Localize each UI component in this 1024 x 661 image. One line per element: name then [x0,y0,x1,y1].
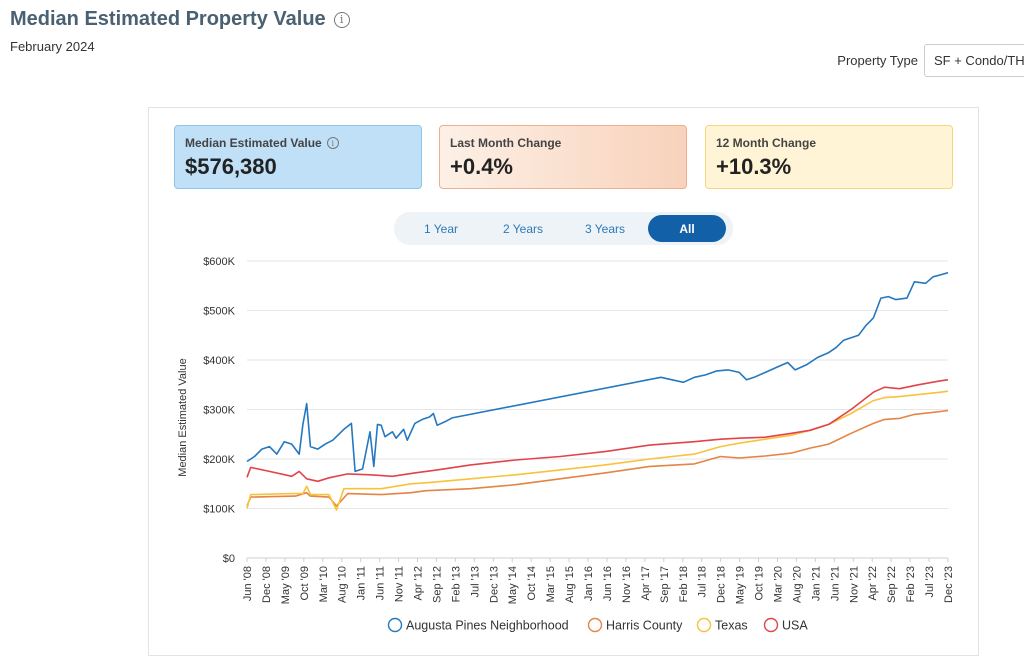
x-tick-label: May '19 [735,566,747,604]
x-tick-label: Jul '13 [469,566,481,597]
legend-label: Harris County [606,619,683,633]
y-tick-label: $200K [203,454,235,466]
x-tick-label: Aug '20 [791,566,803,603]
series-line-1 [246,271,949,473]
x-tick-label: Jul '23 [924,566,936,597]
x-tick-label: Mar '15 [545,566,557,602]
x-tick-label: Jun '11 [375,566,387,600]
median-value-label-text: Median Estimated Value [185,136,322,150]
twelve-month-change-value: +10.3% [716,154,792,179]
range-2-years-button[interactable]: 2 Years [502,221,544,236]
x-tick-label: Jul '18 [697,566,709,597]
x-tick-label: Apr '17 [640,566,652,601]
legend-marker [763,617,779,633]
median-value-card: Median Estimated Value i $576,380 [174,125,422,189]
x-tick-label: Jun '16 [602,566,614,601]
series-line-3 [246,390,949,511]
x-tick-label: Apr '22 [867,566,879,601]
x-tick-label: Jun '08 [242,566,254,601]
page-subtitle: February 2024 [10,39,95,54]
y-axis-title: Median Estimated Value [177,358,189,476]
x-tick-label: Nov '11 [394,566,406,602]
legend-marker [587,617,603,633]
twelve-month-change-label: 12 Month Change [716,136,817,150]
x-tick-label: Sep '22 [886,566,898,603]
x-tick-label: May '14 [507,566,519,604]
legend-label: Augusta Pines Neighborhood [406,619,569,633]
series-line-2 [246,409,949,507]
x-tick-label: Nov '21 [848,566,860,603]
y-tick-label: $600K [203,256,235,268]
legend-marker [696,617,712,633]
x-tick-label: Dec '08 [261,566,273,603]
x-tick-label: Feb '13 [450,566,462,602]
legend-label: Texas [715,619,748,633]
x-tick-label: Dec '23 [943,566,955,603]
range-toggle: 1 Year 2 Years 3 Years All [394,212,733,245]
x-tick-label: Oct '14 [526,566,538,601]
x-tick-label: Aug '15 [564,566,576,603]
page-title-text: Median Estimated Property Value [10,8,326,30]
x-tick-label: Oct '09 [299,566,311,601]
series-line-4 [246,379,949,483]
y-tick-label: $500K [203,306,235,318]
median-value-info-icon[interactable]: i [326,137,339,149]
property-type-select[interactable]: SF + Condo/TH [924,44,1024,77]
x-tick-label: Feb '23 [905,566,917,602]
x-tick-label: Sep '12 [431,566,443,603]
legend-label: USA [782,619,808,633]
x-tick-label: Apr '12 [413,566,425,601]
range-3-years-button[interactable]: 3 Years [584,221,626,236]
x-tick-label: May '09 [280,566,292,604]
legend-marker [387,617,403,633]
x-tick-label: Mar '20 [772,566,784,602]
range-all-button[interactable]: All [648,215,726,242]
x-tick-label: Mar '10 [318,566,330,602]
last-month-change-value: +0.4% [450,154,513,179]
page-title: Median Estimated Property Value i [10,8,350,31]
median-value-card-label: Median Estimated Value i [185,136,411,150]
x-tick-label: Dec '18 [716,566,728,603]
x-tick-label: Jan '21 [810,566,822,601]
y-tick-label: $0 [223,553,235,565]
x-tick-label: Feb '18 [678,566,690,602]
x-tick-label: Sep '17 [659,566,671,603]
x-tick-label: Dec '13 [488,566,500,603]
y-tick-label: $100K [203,504,235,516]
property-type-label: Property Type [837,53,918,68]
last-month-change-card: Last Month Change +0.4% [439,125,687,189]
y-tick-label: $300K [203,405,235,417]
x-tick-label: Jan '16 [583,566,595,601]
twelve-month-change-card: 12 Month Change +10.3% [705,125,953,189]
info-icon[interactable]: i [333,11,350,28]
median-value-amount: $576,380 [185,154,277,179]
y-tick-label: $400K [203,355,235,367]
x-tick-label: Jun '21 [829,566,841,601]
x-tick-label: Jan '11 [356,566,368,600]
range-1-year-button[interactable]: 1 Year [423,221,459,236]
x-tick-label: Oct '19 [754,566,766,601]
x-tick-label: Nov '16 [621,566,633,603]
x-tick-label: Aug '10 [337,566,349,603]
chart-panel: Median Estimated Value i $576,380 Last M… [148,107,979,656]
last-month-change-label: Last Month Change [450,136,562,150]
property-type-filter: Property Type SF + Condo/TH [837,44,1024,77]
